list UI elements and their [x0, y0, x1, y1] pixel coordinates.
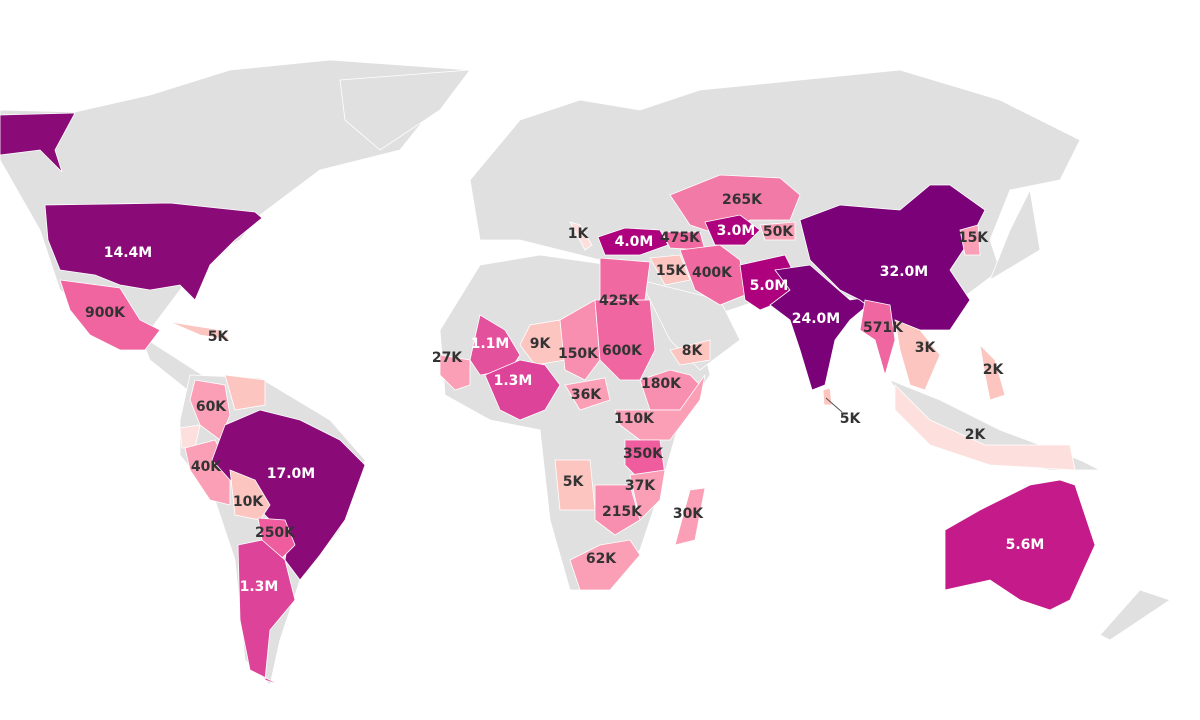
region-label: 17.0M	[267, 466, 315, 482]
region-label: 36K	[571, 387, 602, 403]
region-label: 250K	[255, 525, 296, 541]
region-label: 8K	[682, 343, 704, 359]
country	[769, 264, 882, 391]
land	[1099, 589, 1171, 641]
region-label: 2K	[965, 427, 987, 443]
country	[564, 377, 611, 411]
region-label: 24.0M	[792, 311, 840, 327]
country	[979, 343, 1006, 401]
country	[224, 374, 266, 411]
country	[944, 479, 1096, 611]
country	[569, 221, 593, 251]
country	[169, 321, 232, 341]
region-label: 32.0M	[880, 264, 928, 280]
country	[674, 487, 706, 546]
country	[0, 112, 263, 301]
country	[237, 539, 296, 686]
region-label: 1.1M	[471, 336, 510, 352]
region-label: 37K	[625, 478, 656, 494]
country	[894, 384, 1076, 471]
region-label: 3.0M	[717, 223, 756, 239]
region-label: 2K	[983, 362, 1005, 378]
region-label: 350K	[623, 446, 664, 462]
land	[989, 188, 1041, 281]
country	[859, 299, 896, 377]
region-label: 425K	[599, 293, 640, 309]
region-label: 15K	[958, 230, 989, 246]
region-label: 400K	[692, 265, 733, 281]
region-label: 110K	[614, 411, 655, 427]
region-label: 5.6M	[1006, 537, 1045, 553]
region-label: 9K	[530, 336, 552, 352]
region-label: 10K	[233, 494, 264, 510]
region-label: 60K	[196, 399, 227, 415]
region-label: 1.3M	[494, 373, 533, 389]
region-label: 4.0M	[615, 234, 654, 250]
region-label: 15K	[656, 263, 687, 279]
country	[669, 339, 711, 366]
region-label: 62K	[586, 551, 617, 567]
region-label: 215K	[602, 504, 643, 520]
region-label: 265K	[722, 192, 763, 208]
leader-line	[825, 397, 843, 413]
country	[569, 539, 641, 591]
country	[759, 221, 796, 241]
country	[597, 227, 669, 256]
country	[629, 469, 666, 521]
region-label: 5.0M	[750, 278, 789, 294]
country	[469, 314, 521, 376]
land	[339, 69, 471, 151]
region-label: 1.3M	[240, 579, 279, 595]
region-label: 30K	[673, 506, 704, 522]
region-label: 3K	[915, 340, 937, 356]
country	[669, 174, 801, 236]
country	[594, 484, 641, 536]
region-label: 5K	[563, 474, 585, 490]
country	[614, 374, 706, 441]
region-label: 571K	[863, 320, 904, 336]
country	[257, 517, 296, 561]
country	[704, 214, 761, 246]
country	[439, 354, 471, 391]
region-label: 1K	[568, 226, 590, 242]
country	[559, 299, 601, 381]
country	[599, 257, 651, 301]
country	[959, 224, 981, 256]
region-label: 180K	[641, 376, 682, 392]
region-label: 50K	[763, 224, 794, 240]
region-label: 5K	[840, 411, 862, 427]
region-label: 475K	[660, 230, 701, 246]
country	[894, 319, 941, 391]
region-label: 14.4M	[104, 245, 152, 261]
region-label: 150K	[558, 346, 599, 362]
country	[59, 279, 161, 351]
region-label: 27K	[432, 350, 463, 366]
region-label: 40K	[191, 459, 222, 475]
country	[799, 184, 986, 331]
country	[649, 254, 691, 286]
country	[484, 359, 561, 421]
region-label: 600K	[602, 343, 643, 359]
country	[229, 469, 271, 521]
region-label: 5K	[208, 329, 230, 345]
region-label: 900K	[85, 305, 126, 321]
